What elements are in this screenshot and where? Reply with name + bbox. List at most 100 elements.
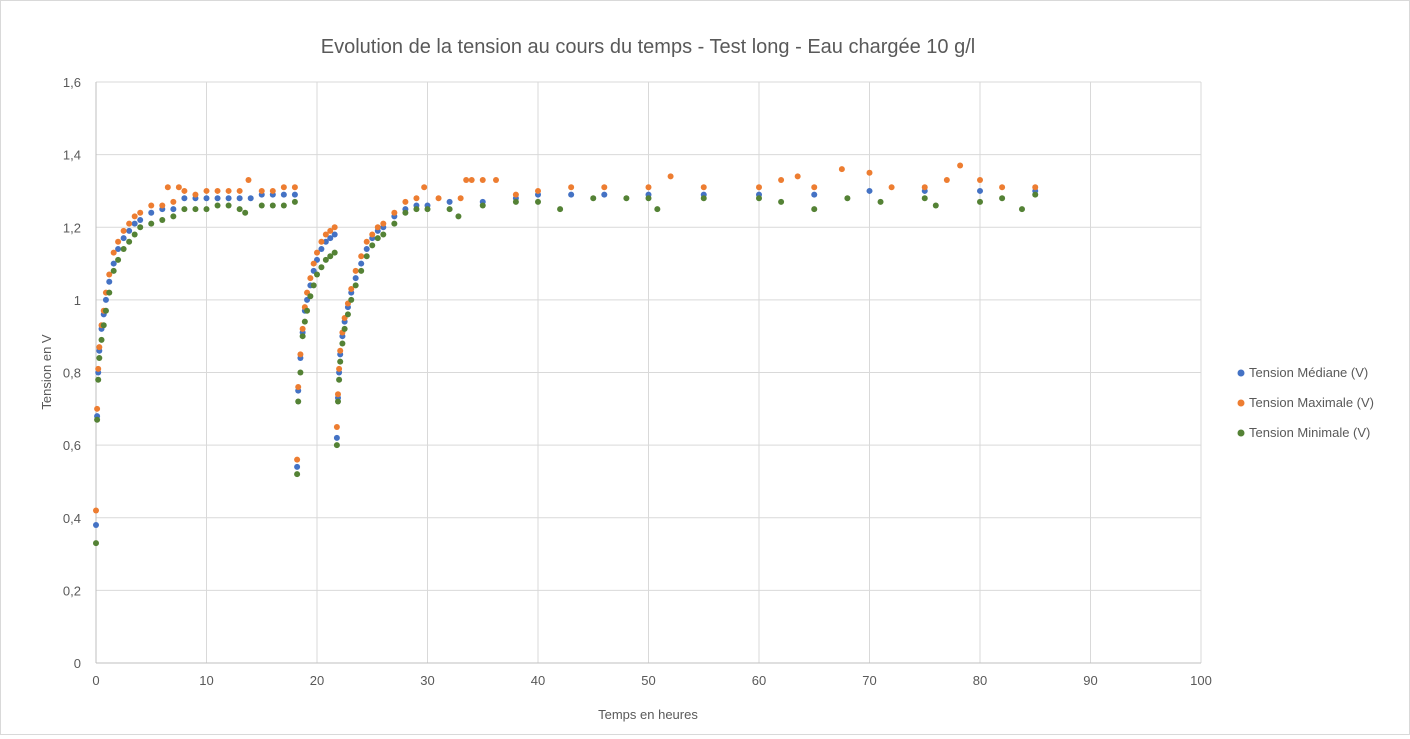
data-point [932, 202, 939, 209]
data-point [601, 184, 608, 191]
data-point [106, 271, 113, 278]
data-point [363, 253, 370, 260]
data-point [352, 275, 359, 282]
data-point [424, 206, 431, 213]
data-point [327, 227, 334, 234]
data-point [245, 177, 252, 184]
data-point [645, 184, 652, 191]
data-point [331, 224, 338, 231]
data-point [102, 307, 109, 314]
y-tick-label: 1,2 [63, 220, 81, 235]
data-point [336, 365, 343, 372]
data-point [333, 434, 340, 441]
data-point [331, 249, 338, 256]
data-point [126, 220, 133, 227]
data-point [304, 307, 311, 314]
data-point [269, 187, 276, 194]
data-point [294, 456, 301, 463]
data-point [247, 195, 254, 202]
data-point [314, 249, 320, 256]
y-tick-label: 0,2 [63, 583, 81, 598]
data-point [337, 358, 344, 365]
data-point [258, 187, 265, 194]
data-point [380, 220, 387, 227]
data-point [877, 198, 884, 205]
data-point [137, 216, 144, 223]
data-point [667, 173, 674, 180]
data-point [98, 336, 105, 343]
data-point [363, 238, 370, 245]
data-point [164, 184, 171, 191]
data-point [352, 282, 359, 289]
x-axis-title: Temps en heures [598, 707, 698, 722]
data-point [645, 195, 652, 202]
data-point [590, 195, 597, 202]
legend-marker [1237, 369, 1245, 377]
data-point [295, 384, 302, 391]
gridlines [96, 81, 1202, 663]
data-point [811, 184, 818, 191]
data-point [322, 256, 329, 263]
data-point [811, 206, 818, 213]
legend-item: Tension Médiane (V) [1237, 365, 1368, 380]
data-point [93, 507, 99, 514]
data-point [374, 235, 381, 242]
data-point [214, 202, 221, 209]
data-point [327, 235, 334, 242]
data-point [131, 220, 138, 227]
y-tick-label: 1,4 [63, 148, 81, 163]
data-point [977, 177, 983, 184]
data-point [110, 267, 117, 274]
data-point [421, 184, 428, 191]
data-point [838, 166, 845, 173]
data-point [94, 405, 101, 412]
data-point [280, 184, 287, 191]
data-point [96, 344, 103, 351]
series-1 [93, 187, 1039, 529]
data-point [568, 184, 575, 191]
data-point [95, 376, 102, 383]
data-point [344, 311, 351, 318]
data-point [327, 253, 334, 260]
data-point [402, 209, 409, 216]
data-point [137, 224, 144, 231]
data-point [294, 471, 301, 478]
data-point [181, 206, 188, 213]
legend-marker [1237, 429, 1245, 437]
data-point [334, 391, 341, 398]
data-point [280, 191, 287, 198]
data-point [175, 184, 182, 191]
data-point [294, 463, 301, 470]
data-point [999, 195, 1006, 202]
y-tick-label: 1 [74, 293, 81, 308]
data-point [314, 271, 320, 278]
data-point [192, 191, 199, 198]
data-point [778, 198, 785, 205]
x-tick-label: 0 [92, 673, 99, 688]
data-point [943, 177, 950, 184]
data-point [977, 187, 983, 194]
data-point [479, 202, 486, 209]
data-point [225, 195, 232, 202]
data-point [297, 369, 304, 376]
data-point [203, 187, 210, 194]
data-point [93, 522, 99, 529]
data-point [866, 187, 873, 194]
data-point [299, 333, 306, 340]
data-point [463, 177, 470, 184]
data-point [214, 187, 221, 194]
data-point [106, 278, 113, 285]
data-point [120, 235, 127, 242]
x-tick-label: 60 [752, 673, 766, 688]
data-point [778, 177, 785, 184]
data-point [115, 246, 122, 253]
data-point [126, 227, 133, 234]
data-point [341, 325, 348, 332]
data-point [457, 195, 464, 202]
data-point [297, 351, 304, 358]
data-point [601, 191, 608, 198]
data-point [413, 206, 420, 213]
data-point [348, 296, 355, 303]
data-point [337, 347, 344, 354]
data-point [921, 184, 928, 191]
